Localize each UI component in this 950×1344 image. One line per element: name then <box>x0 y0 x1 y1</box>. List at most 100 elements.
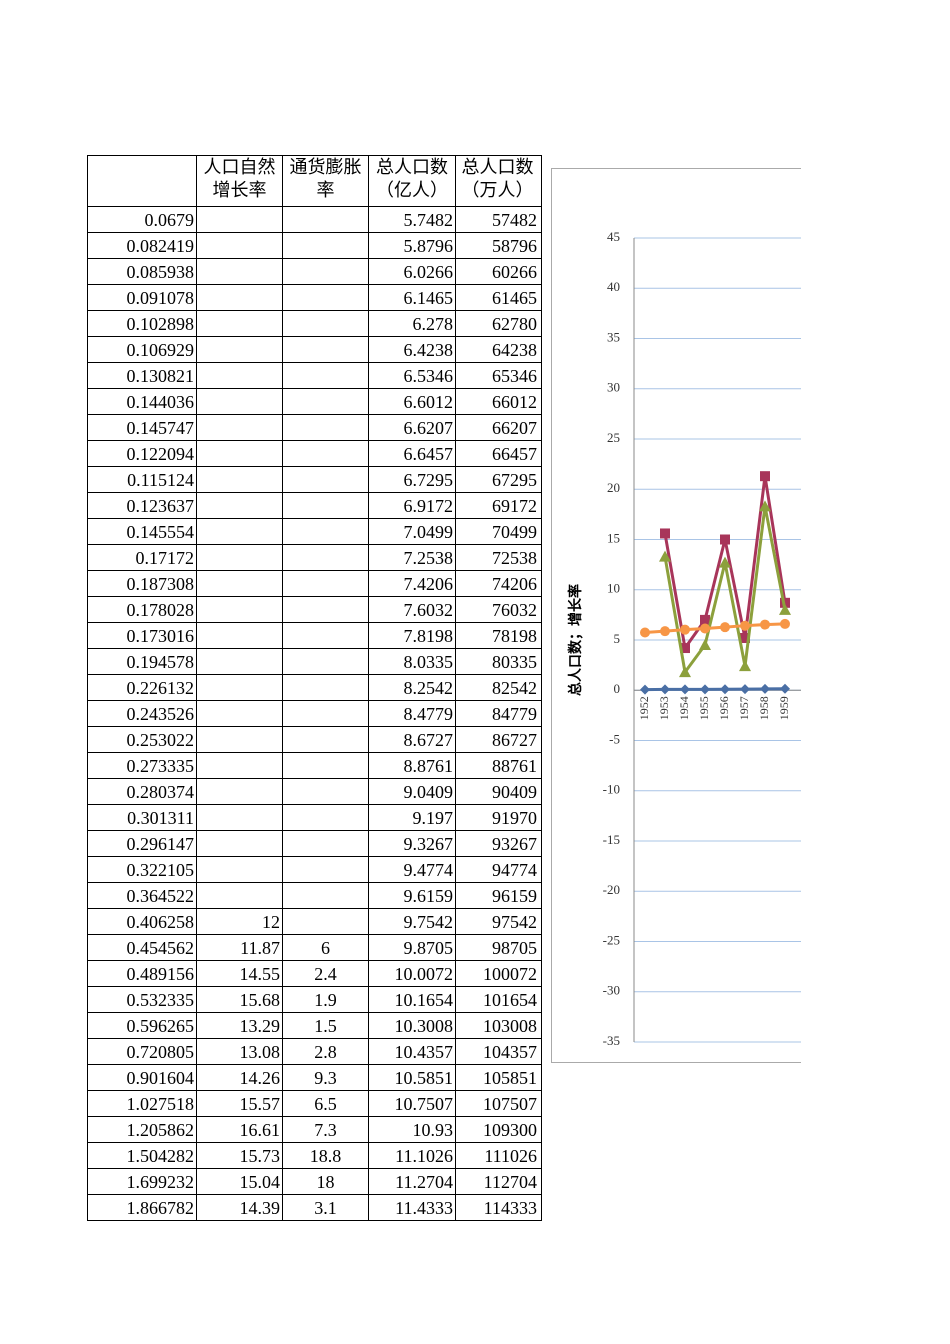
table-cell: 0.122094 <box>87 440 197 467</box>
table-cell: 1.5 <box>282 1012 369 1039</box>
table-cell: 1.504282 <box>87 1142 197 1169</box>
table-cell: 72538 <box>455 544 542 571</box>
x-tick-label: 1953 <box>657 696 671 720</box>
table-cell <box>282 466 369 493</box>
table-row: 0.115124 6.7295 67295 <box>87 466 542 493</box>
table-cell: 10.4357 <box>368 1038 456 1065</box>
table-cell: 61465 <box>455 284 542 311</box>
table-row: 0.106929 6.4238 64238 <box>87 336 542 363</box>
table-cell: 10.5851 <box>368 1064 456 1091</box>
marker <box>719 556 731 568</box>
table-cell: 0.130821 <box>87 362 197 389</box>
table-cell <box>282 804 369 831</box>
table-row: 0.145747 6.6207 66207 <box>87 414 542 441</box>
table-row: 0.145554 7.0499 70499 <box>87 518 542 545</box>
marker <box>700 614 710 625</box>
table-cell: 96159 <box>455 882 542 909</box>
marker <box>660 684 670 695</box>
y-tick-label: 30 <box>607 380 620 395</box>
marker <box>680 643 690 654</box>
marker <box>659 550 671 562</box>
table-cell <box>282 648 369 675</box>
table-cell: 0.253022 <box>87 726 197 753</box>
table-cell: 57482 <box>455 206 542 233</box>
marker <box>760 619 770 630</box>
table-cell: 0.596265 <box>87 1012 197 1039</box>
marker <box>660 626 670 637</box>
table-cell: 0.296147 <box>87 830 197 857</box>
table-row: 1.205862 16.61 7.3 10.93 109300 <box>87 1116 542 1143</box>
table-cell: 7.4206 <box>368 570 456 597</box>
y-tick-label: 20 <box>607 480 620 495</box>
table-cell: 0.901604 <box>87 1064 197 1091</box>
table-cell: 9.8705 <box>368 934 456 961</box>
y-tick-label: -10 <box>603 782 620 797</box>
table-cell: 6.7295 <box>368 466 456 493</box>
table-cell: 65346 <box>455 362 542 389</box>
table-cell: 0.301311 <box>87 804 197 831</box>
table-row: 0.532335 15.68 1.9 10.1654 101654 <box>87 986 542 1013</box>
table-cell <box>196 778 283 805</box>
table-cell: 6.4238 <box>368 336 456 363</box>
table-cell: 18.8 <box>282 1142 369 1169</box>
table-cell: 0.173016 <box>87 622 197 649</box>
table-cell <box>196 882 283 909</box>
table-cell: 11.2704 <box>368 1168 456 1195</box>
table-cell: 109300 <box>455 1116 542 1143</box>
table-cell: 60266 <box>455 258 542 285</box>
table-row: 0.226132 8.2542 82542 <box>87 674 542 701</box>
table-row: 0.17172 7.2538 72538 <box>87 544 542 571</box>
table-cell <box>282 336 369 363</box>
table-cell: 90409 <box>455 778 542 805</box>
table-cell: 88761 <box>455 752 542 779</box>
table-cell: 97542 <box>455 908 542 935</box>
table-cell: 9.0409 <box>368 778 456 805</box>
table-cell: 0.243526 <box>87 700 197 727</box>
table-cell: 通货膨胀率 <box>282 155 369 207</box>
table-cell: 16.61 <box>196 1116 283 1143</box>
y-tick-label: -20 <box>603 882 620 897</box>
x-tick-label: 1956 <box>717 696 731 720</box>
table-cell <box>282 492 369 519</box>
table-cell <box>196 752 283 779</box>
table-cell: 5.8796 <box>368 232 456 259</box>
table-cell: 0.145747 <box>87 414 197 441</box>
table-row: 0.720805 13.08 2.8 10.4357 104357 <box>87 1038 542 1065</box>
table-cell: 0.489156 <box>87 960 197 987</box>
table-cell: 82542 <box>455 674 542 701</box>
table-cell: 8.0335 <box>368 648 456 675</box>
table-cell: 7.6032 <box>368 596 456 623</box>
table-cell: 74206 <box>455 570 542 597</box>
table-cell: 0.454562 <box>87 934 197 961</box>
table-cell: 104357 <box>455 1038 542 1065</box>
table-cell: 101654 <box>455 986 542 1013</box>
table-row: 0.178028 7.6032 76032 <box>87 596 542 623</box>
table-cell <box>282 414 369 441</box>
table-row: 0.301311 9.197 91970 <box>87 804 542 831</box>
table-row: 0.901604 14.26 9.3 10.5851 105851 <box>87 1064 542 1091</box>
y-tick-label: 5 <box>614 631 621 646</box>
table-cell <box>282 830 369 857</box>
marker <box>779 603 791 615</box>
table-cell <box>282 440 369 467</box>
table-cell: 0.364522 <box>87 882 197 909</box>
y-tick-label: -25 <box>603 932 620 947</box>
table-cell: 人口自然增长率 <box>196 155 283 207</box>
y-tick-label: 45 <box>607 229 620 244</box>
table-cell: 6.0266 <box>368 258 456 285</box>
table-cell <box>196 206 283 233</box>
marker <box>720 622 730 633</box>
table-cell <box>282 258 369 285</box>
marker <box>680 624 690 635</box>
table-cell: 80335 <box>455 648 542 675</box>
table-cell: 10.0072 <box>368 960 456 987</box>
table-cell <box>196 310 283 337</box>
table-row: 0.322105 9.4774 94774 <box>87 856 542 883</box>
table-cell: 13.29 <box>196 1012 283 1039</box>
table-row: 0.187308 7.4206 74206 <box>87 570 542 597</box>
table-cell: 11.1026 <box>368 1142 456 1169</box>
table-cell: 1.9 <box>282 986 369 1013</box>
table-cell: 12 <box>196 908 283 935</box>
table-cell: 6.1465 <box>368 284 456 311</box>
